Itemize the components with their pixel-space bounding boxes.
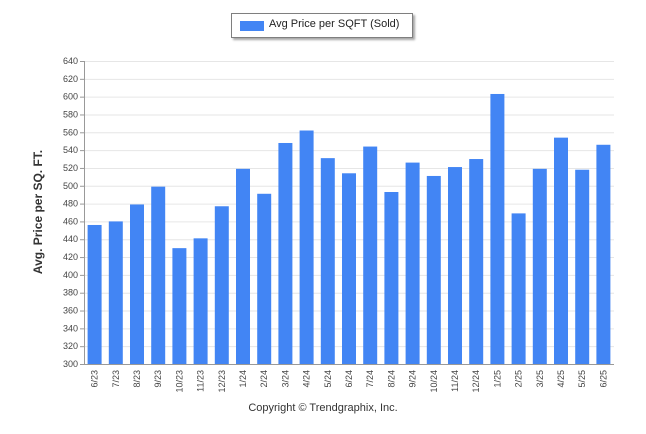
x-tick-label: 9/23 (153, 370, 163, 388)
x-tick-label: 12/24 (471, 370, 481, 393)
x-tick-label: 6/25 (598, 370, 608, 388)
bar (448, 167, 462, 364)
y-tick-label: 320 (63, 341, 78, 351)
x-tick-label: 12/23 (217, 370, 227, 393)
y-tick-label: 360 (63, 306, 78, 316)
bar (108, 221, 123, 364)
x-tick-label: 10/23 (174, 370, 184, 393)
x-tick-label: 9/24 (408, 370, 418, 388)
legend-label: Avg Price per SQFT (Sold) (269, 18, 400, 30)
bar (511, 213, 526, 364)
bar (151, 186, 166, 364)
y-tick-label: 380 (63, 288, 78, 298)
bar (490, 93, 505, 365)
y-tick-label: 640 (63, 56, 78, 66)
x-tick-label: 8/23 (132, 370, 142, 388)
bar (172, 248, 187, 364)
y-tick-label: 540 (63, 145, 78, 155)
y-tick-label: 620 (63, 74, 78, 84)
bar (87, 224, 102, 364)
bar (193, 238, 208, 364)
bar (405, 162, 420, 364)
x-tick-label: 3/24 (280, 370, 290, 388)
bar (554, 137, 568, 364)
y-tick-label: 520 (63, 163, 78, 173)
bar (299, 130, 314, 364)
y-tick-label: 500 (63, 181, 78, 191)
x-tick-label: 4/24 (302, 370, 312, 388)
y-tick-label: 600 (63, 92, 78, 102)
x-tick-label: 10/24 (429, 370, 439, 393)
x-tick-label: 4/25 (556, 370, 566, 388)
bar (469, 159, 484, 364)
x-tick-label: 11/23 (196, 370, 206, 392)
bar (236, 168, 250, 364)
x-tick-label: 3/25 (535, 370, 545, 388)
x-tick-label: 1/25 (492, 370, 502, 388)
x-tick-label: 1/24 (238, 370, 248, 388)
x-tick-label: 6/23 (90, 370, 100, 388)
x-tick-label: 7/24 (365, 370, 375, 388)
x-tick-label: 5/24 (323, 370, 333, 388)
bar (214, 206, 229, 364)
x-tick-label: 2/24 (259, 370, 269, 388)
x-tick-label: 11/24 (450, 370, 460, 392)
bar (575, 169, 590, 364)
bar (363, 146, 378, 364)
x-tick-label: 7/23 (111, 370, 121, 388)
bar (130, 204, 144, 364)
y-axis-label: Avg. Price per SQ. FT. (31, 149, 45, 275)
y-tick-label: 440 (63, 234, 78, 244)
bar (532, 168, 547, 364)
y-tick-label: 460 (63, 216, 78, 226)
bar (257, 193, 272, 364)
y-tick-label: 560 (63, 127, 78, 137)
y-tick-label: 580 (63, 109, 78, 119)
bar (384, 192, 399, 364)
x-tick-label: 6/24 (344, 370, 354, 388)
bar (320, 158, 335, 364)
legend: Avg Price per SQFT (Sold) (231, 13, 413, 38)
bar (278, 142, 293, 364)
x-tick-label: 2/25 (514, 370, 524, 388)
bar (426, 175, 441, 364)
y-tick-label: 300 (63, 359, 78, 369)
y-tick-label: 480 (63, 199, 78, 209)
copyright-text: Copyright © Trendgraphix, Inc. (248, 402, 398, 414)
y-tick-label: 400 (63, 270, 78, 280)
x-tick-label: 8/24 (386, 370, 396, 388)
y-tick-label: 340 (63, 323, 78, 333)
bar (596, 144, 611, 364)
x-tick-label: 5/25 (577, 370, 587, 388)
y-tick-label: 420 (63, 252, 78, 262)
legend-swatch (240, 21, 264, 31)
bar (342, 173, 356, 364)
